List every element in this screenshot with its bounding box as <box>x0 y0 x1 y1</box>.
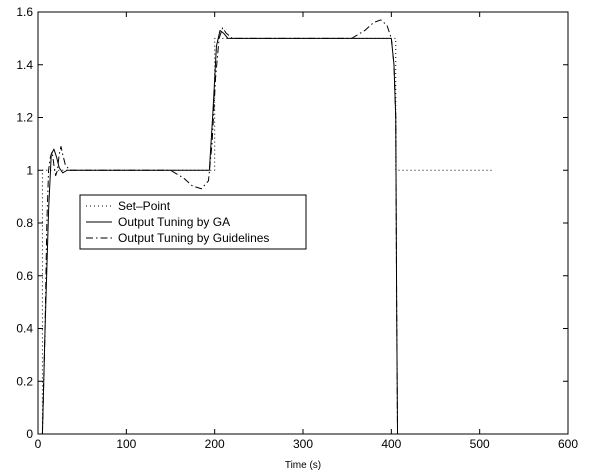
legend-box <box>79 194 307 250</box>
series-line-1 <box>38 37 493 435</box>
legend: Set–Point Output Tuning by GA Output Tunin… <box>79 194 307 250</box>
x-tick-label: 0 <box>35 437 42 451</box>
y-tick-label: 0.8 <box>16 216 33 230</box>
series-line-3 <box>41 19 399 435</box>
ticks-layer: 0 100 200 300 400 500 600 0 0.2 0.4 0.6 0.8 1 1.2 1.4 1… <box>16 5 578 451</box>
x-tick-label: 500 <box>470 437 490 451</box>
y-tick-label: 0.4 <box>16 322 33 336</box>
y-tick-label: 0 <box>26 427 33 441</box>
y-tick-label: 0.6 <box>16 269 33 283</box>
legend-label-2: Output Tuning by GA <box>118 215 230 229</box>
x-tick-label: 100 <box>116 437 136 451</box>
x-axis-label: Time (s) <box>285 460 321 471</box>
legend-label-1: Set–Point <box>118 199 171 213</box>
y-tick-label: 1.4 <box>16 58 33 72</box>
x-tick-label: 600 <box>558 437 578 451</box>
y-tick-label: 1.6 <box>16 5 33 19</box>
y-tick-label: 1.2 <box>16 111 33 125</box>
series-layer <box>38 19 493 435</box>
y-tick-label: 0.2 <box>16 374 33 388</box>
x-tick-label: 400 <box>381 437 401 451</box>
x-tick-label: 300 <box>293 437 313 451</box>
y-tick-label: 1 <box>26 163 33 177</box>
legend-label-3: Output Tuning by Guidelines <box>118 231 269 245</box>
series-line-2 <box>41 29 399 435</box>
x-tick-label: 200 <box>205 437 225 451</box>
